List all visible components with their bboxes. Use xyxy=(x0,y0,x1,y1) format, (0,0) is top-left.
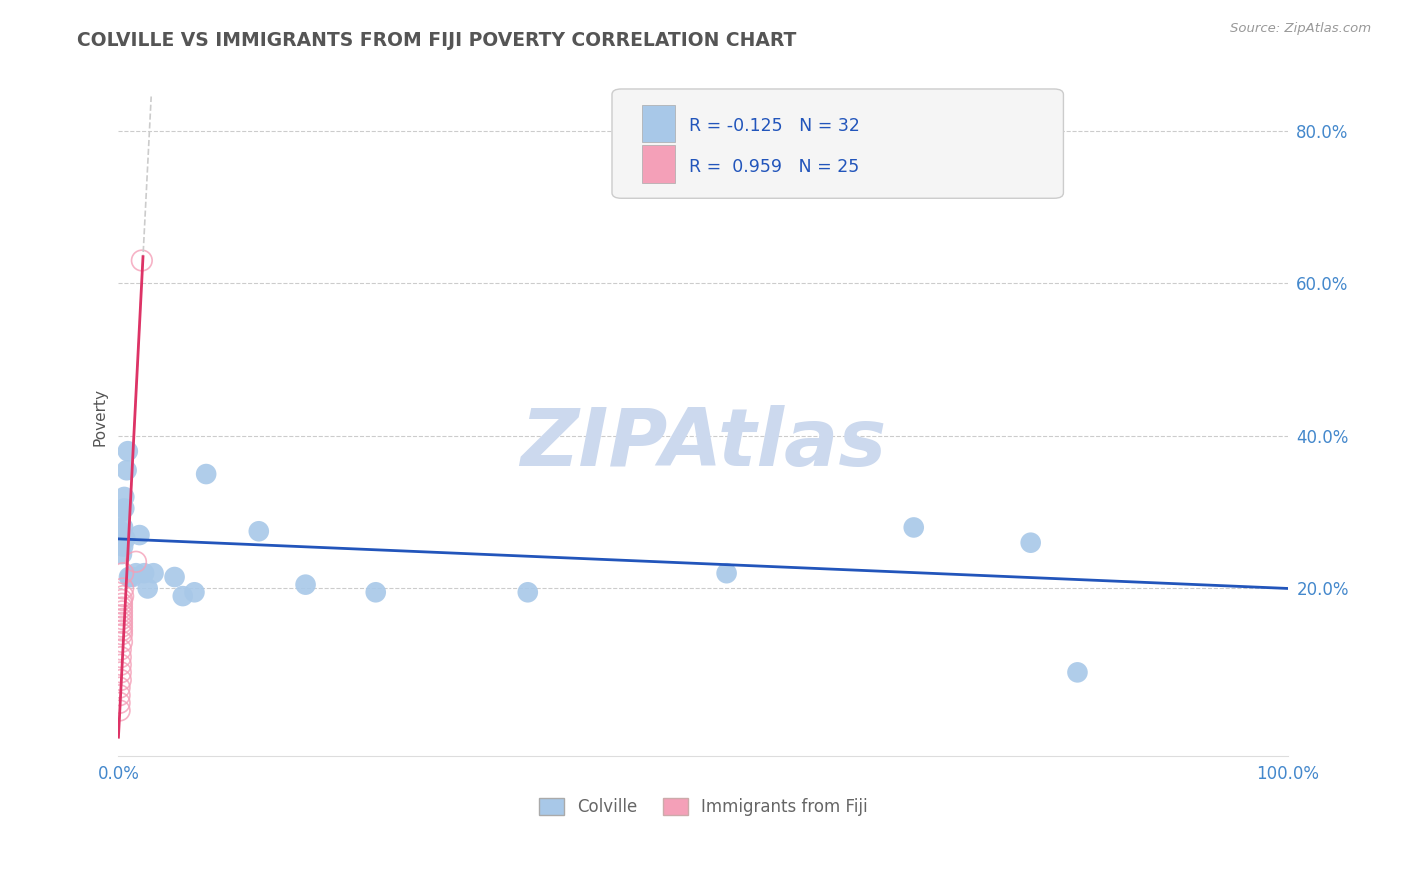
Point xyxy=(294,577,316,591)
Point xyxy=(110,650,132,665)
Point xyxy=(110,657,132,672)
FancyBboxPatch shape xyxy=(612,89,1063,198)
Point xyxy=(112,589,135,603)
Point xyxy=(121,570,143,584)
Text: COLVILLE VS IMMIGRANTS FROM FIJI POVERTY CORRELATION CHART: COLVILLE VS IMMIGRANTS FROM FIJI POVERTY… xyxy=(77,31,797,50)
Point xyxy=(111,619,134,633)
Point xyxy=(111,600,134,615)
Point xyxy=(108,704,131,718)
Point xyxy=(111,597,134,611)
Point xyxy=(112,520,135,534)
Point xyxy=(134,566,156,581)
Point xyxy=(111,627,134,641)
Point xyxy=(108,688,131,702)
Point xyxy=(108,681,131,695)
Point xyxy=(111,604,134,618)
Point xyxy=(110,524,132,539)
Point xyxy=(108,524,131,539)
Point xyxy=(115,463,138,477)
Point xyxy=(125,555,148,569)
Point xyxy=(111,604,134,618)
Text: ZIPAtlas: ZIPAtlas xyxy=(520,405,886,483)
Point xyxy=(125,566,148,581)
FancyBboxPatch shape xyxy=(643,145,675,183)
Point xyxy=(110,642,132,657)
Point xyxy=(111,635,134,649)
FancyBboxPatch shape xyxy=(643,104,675,142)
Point xyxy=(111,593,134,607)
Point xyxy=(110,665,132,680)
Point xyxy=(195,467,218,481)
Point xyxy=(111,593,134,607)
Point xyxy=(117,444,139,458)
Point xyxy=(1019,535,1042,549)
Point xyxy=(110,657,132,672)
Y-axis label: Poverty: Poverty xyxy=(93,388,107,446)
Point xyxy=(111,624,134,638)
Point xyxy=(112,566,135,581)
Point xyxy=(125,555,148,569)
Point xyxy=(111,612,134,626)
Point xyxy=(111,608,134,623)
Point xyxy=(110,665,132,680)
Point xyxy=(163,570,186,584)
Point xyxy=(131,253,153,268)
Point xyxy=(112,540,135,554)
Point xyxy=(118,570,141,584)
Point xyxy=(112,582,135,596)
Point xyxy=(142,566,165,581)
Point xyxy=(111,612,134,626)
Point xyxy=(108,696,131,710)
Legend: Colville, Immigrants from Fiji: Colville, Immigrants from Fiji xyxy=(533,791,875,822)
Point xyxy=(247,524,270,539)
Text: R = -0.125   N = 32: R = -0.125 N = 32 xyxy=(689,118,860,136)
Point xyxy=(111,547,134,561)
Point xyxy=(111,615,134,630)
Point xyxy=(112,501,135,516)
Point xyxy=(1066,665,1088,680)
Point xyxy=(111,600,134,615)
Point xyxy=(111,624,134,638)
Point xyxy=(136,582,159,596)
Point xyxy=(108,688,131,702)
Point xyxy=(111,635,134,649)
Point xyxy=(111,627,134,641)
Point xyxy=(516,585,538,599)
Point xyxy=(108,704,131,718)
Point xyxy=(110,673,132,687)
Point xyxy=(112,582,135,596)
Point xyxy=(716,566,738,581)
Point xyxy=(110,673,132,687)
Point xyxy=(111,608,134,623)
Point xyxy=(110,505,132,519)
Point xyxy=(108,696,131,710)
Point xyxy=(128,528,150,542)
Point xyxy=(131,253,153,268)
Text: R =  0.959   N = 25: R = 0.959 N = 25 xyxy=(689,158,859,176)
Text: Source: ZipAtlas.com: Source: ZipAtlas.com xyxy=(1230,22,1371,36)
Point xyxy=(108,681,131,695)
Point xyxy=(172,589,194,603)
Point xyxy=(111,535,134,549)
Point xyxy=(364,585,387,599)
Point xyxy=(183,585,205,599)
Point xyxy=(110,642,132,657)
Point xyxy=(112,589,135,603)
Point xyxy=(110,650,132,665)
Point xyxy=(114,532,136,546)
Point xyxy=(111,597,134,611)
Point xyxy=(120,570,142,584)
Point xyxy=(903,520,925,534)
Point xyxy=(111,615,134,630)
Point xyxy=(111,619,134,633)
Point xyxy=(112,490,135,504)
Point xyxy=(112,566,135,581)
